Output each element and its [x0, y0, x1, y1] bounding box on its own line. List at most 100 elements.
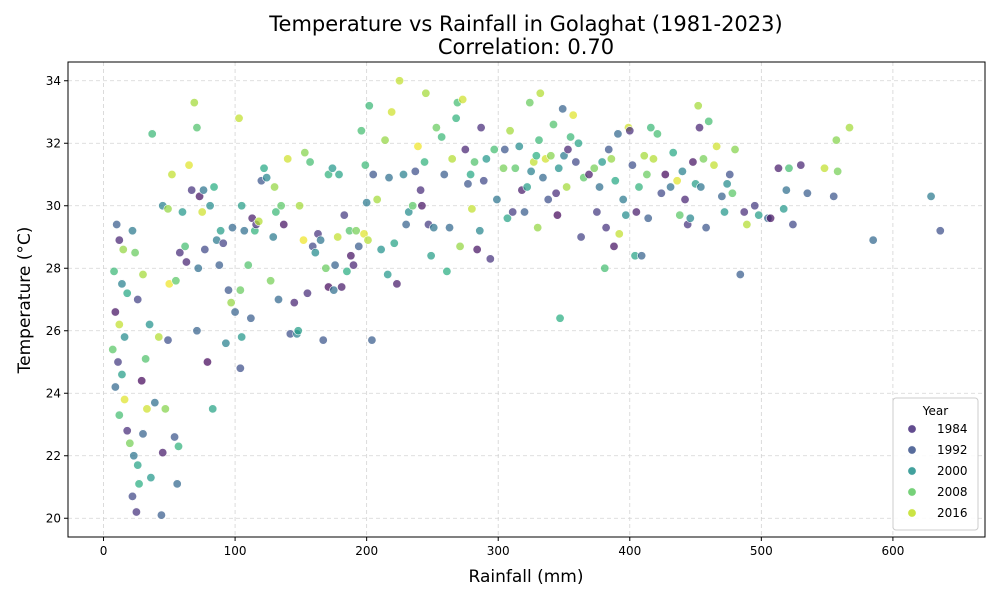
data-point — [364, 101, 374, 111]
data-point — [935, 226, 945, 236]
data-point — [637, 251, 647, 261]
data-point — [167, 170, 177, 180]
data-point — [621, 210, 631, 220]
data-point — [717, 191, 727, 201]
data-point — [510, 163, 520, 173]
data-point — [125, 438, 135, 448]
data-point — [613, 129, 623, 139]
data-point — [293, 326, 303, 336]
data-point — [646, 123, 656, 133]
data-point — [416, 185, 426, 195]
data-point — [631, 207, 641, 217]
data-point — [558, 104, 568, 114]
data-point — [458, 95, 468, 105]
data-point — [127, 491, 137, 501]
data-point — [243, 260, 253, 270]
data-point — [660, 170, 670, 180]
data-point — [643, 213, 653, 223]
data-point — [695, 123, 705, 133]
data-point — [351, 226, 361, 236]
data-point — [754, 210, 764, 220]
data-point — [360, 160, 370, 170]
legend-marker — [907, 424, 917, 434]
data-point — [639, 151, 649, 161]
data-point — [502, 213, 512, 223]
data-point — [429, 223, 439, 233]
data-point — [479, 176, 489, 186]
data-point — [274, 294, 284, 304]
data-point — [604, 145, 614, 155]
legend-title: Year — [922, 404, 948, 418]
data-point — [392, 279, 402, 289]
data-point — [426, 251, 436, 261]
y-tick-label: 22 — [46, 449, 61, 463]
data-point — [696, 182, 706, 192]
data-point — [584, 170, 594, 180]
x-tick-label: 200 — [355, 544, 378, 558]
data-point — [226, 298, 236, 308]
data-point — [833, 166, 843, 176]
data-point — [339, 210, 349, 220]
data-point — [175, 248, 185, 258]
data-point — [725, 170, 735, 180]
data-point — [171, 276, 181, 286]
data-point — [197, 207, 207, 217]
legend-entry-label: 1992 — [937, 443, 968, 457]
data-point — [109, 266, 119, 276]
data-point — [606, 154, 616, 164]
data-point — [395, 76, 405, 86]
data-point — [163, 204, 173, 214]
data-point — [819, 163, 829, 173]
x-tick-label: 600 — [881, 544, 904, 558]
data-point — [672, 176, 682, 186]
data-point — [209, 182, 219, 192]
data-point — [158, 448, 168, 458]
data-point — [551, 188, 561, 198]
data-point — [131, 507, 141, 517]
data-point — [642, 170, 652, 180]
data-point — [205, 201, 215, 211]
data-point — [868, 235, 878, 245]
data-point — [460, 145, 470, 155]
data-point — [592, 207, 602, 217]
data-point — [362, 198, 372, 208]
data-point — [685, 213, 695, 223]
data-point — [142, 404, 152, 414]
data-point — [401, 220, 411, 230]
data-point — [133, 460, 143, 470]
data-point — [498, 163, 508, 173]
data-point — [555, 313, 565, 323]
x-tick-label: 400 — [618, 544, 641, 558]
data-point — [548, 120, 558, 130]
data-point — [259, 163, 269, 173]
data-point — [138, 269, 148, 279]
data-point — [112, 220, 122, 230]
data-point — [750, 201, 760, 211]
data-point — [600, 263, 610, 273]
data-point — [147, 129, 157, 139]
data-point — [470, 157, 480, 167]
data-point — [535, 88, 545, 98]
data-point — [634, 182, 644, 192]
data-point — [130, 248, 140, 258]
data-point — [701, 223, 711, 233]
data-point — [610, 176, 620, 186]
x-tick-label: 300 — [487, 544, 510, 558]
data-point — [224, 285, 234, 295]
data-point — [467, 204, 477, 214]
data-point — [614, 229, 624, 239]
data-point — [742, 220, 752, 230]
data-point — [514, 141, 524, 151]
data-point — [208, 404, 218, 414]
data-point — [333, 232, 343, 242]
data-point — [431, 123, 441, 133]
data-point — [192, 123, 202, 133]
data-point — [447, 154, 457, 164]
data-point — [489, 145, 499, 155]
data-point — [160, 404, 170, 414]
data-point — [216, 226, 226, 236]
data-point — [520, 207, 530, 217]
y-tick-label: 24 — [46, 386, 61, 400]
data-point — [693, 101, 703, 111]
